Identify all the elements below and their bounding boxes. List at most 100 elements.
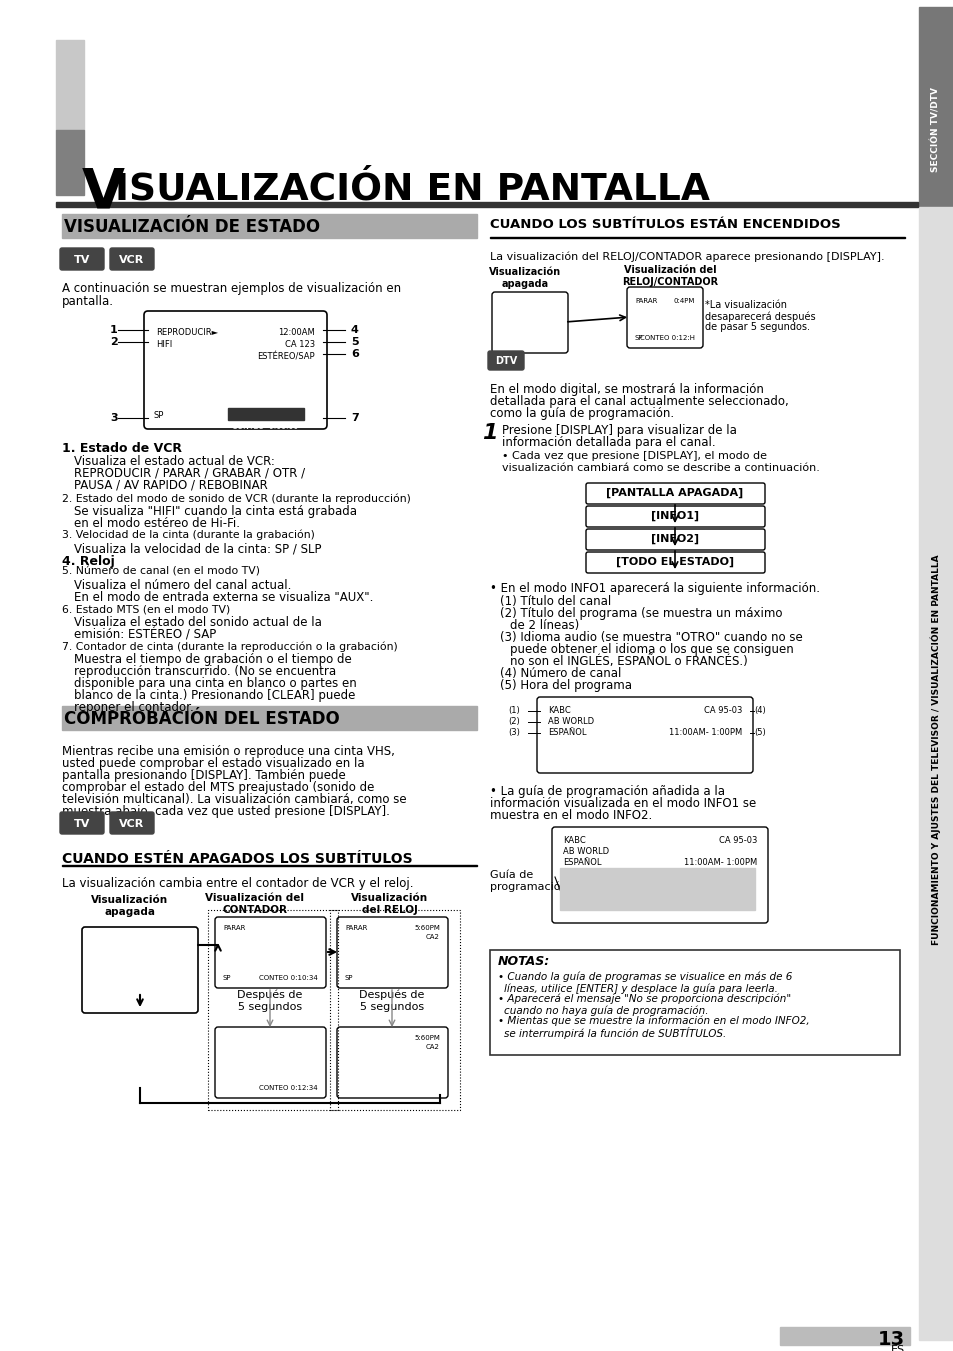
Text: AB WORLD: AB WORLD: [562, 847, 608, 857]
FancyBboxPatch shape: [110, 812, 153, 834]
Text: CA2: CA2: [426, 934, 439, 940]
Text: 1. Estado de VCR: 1. Estado de VCR: [62, 442, 182, 455]
Text: Visualiza el número del canal actual.: Visualiza el número del canal actual.: [74, 580, 291, 592]
Text: (2): (2): [507, 717, 519, 725]
Text: emisión: ESTÉREO / SAP: emisión: ESTÉREO / SAP: [74, 628, 216, 640]
Text: (4): (4): [753, 707, 765, 715]
Text: [INFO2]: [INFO2]: [650, 534, 699, 544]
Text: [PANTALLA APAGADA]: [PANTALLA APAGADA]: [606, 488, 742, 499]
Text: se interrumpirá la función de SUBTÍTULOS.: se interrumpirá la función de SUBTÍTULOS…: [503, 1027, 725, 1039]
Text: 6. Estado MTS (en el modo TV): 6. Estado MTS (en el modo TV): [62, 604, 230, 613]
FancyBboxPatch shape: [110, 249, 153, 270]
Text: FUNCIONAMIENTO Y AJUSTES DEL TELEVISOR / VISUALIZACIÓN EN PANTALLA: FUNCIONAMIENTO Y AJUSTES DEL TELEVISOR /…: [930, 555, 941, 946]
Text: *La visualización: *La visualización: [704, 300, 786, 309]
Bar: [918, 7, 953, 207]
Text: detallada para el canal actualmente seleccionado,: detallada para el canal actualmente sele…: [490, 394, 788, 408]
Text: (1): (1): [507, 707, 519, 715]
Bar: [56, 41, 84, 130]
Text: (2) Título del programa (se muestra un máximo: (2) Título del programa (se muestra un m…: [499, 607, 781, 620]
Text: como la guía de programación.: como la guía de programación.: [490, 407, 674, 420]
Text: muestra abajo, cada vez que usted presione [DISPLAY].: muestra abajo, cada vez que usted presio…: [62, 805, 390, 817]
Text: 6: 6: [351, 349, 358, 359]
Text: 7. Contador de cinta (durante la reproducción o la grabación): 7. Contador de cinta (durante la reprodu…: [62, 640, 397, 651]
Text: ESTÉREO/SAP: ESTÉREO/SAP: [257, 353, 314, 361]
Bar: [330, 911, 459, 1111]
Text: no son el INGLÉS, ESPAÑOL o FRANCÉS.): no son el INGLÉS, ESPAÑOL o FRANCÉS.): [510, 655, 747, 667]
Text: NOTAS:: NOTAS:: [497, 955, 550, 969]
Text: VISUALIZACIÓN DE ESTADO: VISUALIZACIÓN DE ESTADO: [64, 218, 320, 236]
Text: VCR: VCR: [119, 819, 145, 830]
Bar: [56, 130, 84, 195]
Text: 13: 13: [877, 1329, 904, 1350]
Bar: [62, 213, 476, 238]
Text: (1) Título del canal: (1) Título del canal: [499, 594, 611, 608]
Text: Le traemos la información más
reciente de todo el mundo lo más
rápidamente posib: Le traemos la información más reciente d…: [590, 873, 719, 905]
Text: La visualización del RELOJ/CONTADOR aparece presionando [DISPLAY].: La visualización del RELOJ/CONTADOR apar…: [490, 253, 883, 262]
Text: 2: 2: [110, 336, 117, 347]
Text: SP: SP: [345, 975, 354, 981]
Text: información visualizada en el modo INFO1 se: información visualizada en el modo INFO1…: [490, 797, 756, 811]
Text: SP: SP: [223, 975, 232, 981]
Text: • Cuando la guía de programas se visualice en más de 6: • Cuando la guía de programas se visuali…: [497, 971, 792, 982]
Text: La visualización cambia entre el contador de VCR y el reloj.: La visualización cambia entre el contado…: [62, 877, 413, 890]
Text: muestra en el modo INFO2.: muestra en el modo INFO2.: [490, 809, 652, 821]
Text: pantalla presionando [DISPLAY]. También puede: pantalla presionando [DISPLAY]. También …: [62, 769, 345, 782]
Text: Visualiza el estado del sonido actual de la: Visualiza el estado del sonido actual de…: [74, 616, 321, 630]
Text: Después de: Después de: [359, 990, 424, 1001]
Text: TV: TV: [73, 255, 91, 265]
Text: puede obtener el idioma o los que se consiguen: puede obtener el idioma o los que se con…: [510, 643, 793, 657]
Text: PARAR: PARAR: [345, 925, 367, 931]
Text: Visualización del
CONTADOR: Visualización del CONTADOR: [205, 893, 304, 916]
Text: CONTEO 0:12:34: CONTEO 0:12:34: [259, 1085, 317, 1092]
Bar: [208, 911, 337, 1111]
Text: 3. Velocidad de la cinta (durante la grabación): 3. Velocidad de la cinta (durante la gra…: [62, 530, 314, 540]
Bar: [559, 867, 754, 911]
Text: de 2 líneas): de 2 líneas): [510, 619, 578, 632]
Text: Visualización
apagada: Visualización apagada: [489, 267, 560, 289]
Text: TV: TV: [73, 819, 91, 830]
Text: comprobar el estado del MTS preajustado (sonido de: comprobar el estado del MTS preajustado …: [62, 781, 374, 794]
Text: 5 segundos: 5 segundos: [237, 1002, 302, 1012]
Text: Muestra el tiempo de grabación o el tiempo de: Muestra el tiempo de grabación o el tiem…: [74, 653, 352, 666]
Text: líneas, utilice [ENTER] y desplace la guía para leerla.: líneas, utilice [ENTER] y desplace la gu…: [503, 984, 777, 993]
Text: CONTEO  0:00:00: CONTEO 0:00:00: [232, 422, 297, 431]
Text: CUANDO ESTÉN APAGADOS LOS SUBTÍTULOS: CUANDO ESTÉN APAGADOS LOS SUBTÍTULOS: [62, 852, 413, 866]
Text: Se visualiza "HIFI" cuando la cinta está grabada: Se visualiza "HIFI" cuando la cinta está…: [74, 505, 356, 517]
Text: 0:4PM: 0:4PM: [673, 299, 695, 304]
Text: PARAR: PARAR: [635, 299, 657, 304]
Bar: [62, 707, 476, 730]
Text: 5 segundos: 5 segundos: [359, 1002, 424, 1012]
Text: CUANDO LOS SUBTÍTULOS ESTÁN ENCENDIDOS: CUANDO LOS SUBTÍTULOS ESTÁN ENCENDIDOS: [490, 218, 840, 231]
Bar: [490, 236, 904, 238]
Text: (4) Número de canal: (4) Número de canal: [499, 667, 620, 680]
Text: PARAR: PARAR: [223, 925, 245, 931]
Text: disponible para una cinta en blanco o partes en: disponible para una cinta en blanco o pa…: [74, 677, 356, 690]
Text: 1: 1: [481, 423, 497, 443]
Text: 5. Número de canal (en el modo TV): 5. Número de canal (en el modo TV): [62, 567, 260, 577]
FancyBboxPatch shape: [60, 249, 104, 270]
Bar: [918, 207, 953, 1340]
Text: REPRODUCIR►: REPRODUCIR►: [156, 328, 218, 336]
Text: ES: ES: [890, 1346, 904, 1351]
Text: Visualización del
RELOJ/CONTADOR: Visualización del RELOJ/CONTADOR: [621, 265, 718, 288]
Text: 4. Reloj: 4. Reloj: [62, 555, 114, 567]
Text: PAUSA / AV RAPIDO / REBOBINAR: PAUSA / AV RAPIDO / REBOBINAR: [74, 480, 268, 492]
Text: VCR: VCR: [119, 255, 145, 265]
Text: • Aparecerá el mensaje "No se proporciona descripción": • Aparecerá el mensaje "No se proporcion…: [497, 994, 790, 1005]
Text: ESPAÑOL: ESPAÑOL: [562, 858, 601, 867]
Text: KABC: KABC: [547, 707, 570, 715]
Text: A continuación se muestran ejemplos de visualización en: A continuación se muestran ejemplos de v…: [62, 282, 400, 295]
Text: Presione [DISPLAY] para visualizar de la: Presione [DISPLAY] para visualizar de la: [501, 424, 736, 436]
Text: 5: 5: [351, 336, 358, 347]
Text: en el modo estéreo de Hi-Fi.: en el modo estéreo de Hi-Fi.: [74, 517, 240, 530]
Text: CA 123: CA 123: [285, 340, 314, 349]
Text: Guía de: Guía de: [490, 870, 533, 880]
Text: Visualiza la velocidad de la cinta: SP / SLP: Visualiza la velocidad de la cinta: SP /…: [74, 542, 321, 555]
Text: Visualización
del RELOJ: Visualización del RELOJ: [351, 893, 428, 916]
Text: reponer el contador.: reponer el contador.: [74, 701, 193, 713]
Text: En el modo de entrada externa se visualiza "AUX".: En el modo de entrada externa se visuali…: [74, 590, 373, 604]
Text: REPRODUCIR / PARAR / GRABAR / OTR /: REPRODUCIR / PARAR / GRABAR / OTR /: [74, 467, 305, 480]
Text: HIFI: HIFI: [156, 340, 172, 349]
Text: (3): (3): [507, 728, 519, 738]
Text: 7: 7: [351, 413, 358, 423]
